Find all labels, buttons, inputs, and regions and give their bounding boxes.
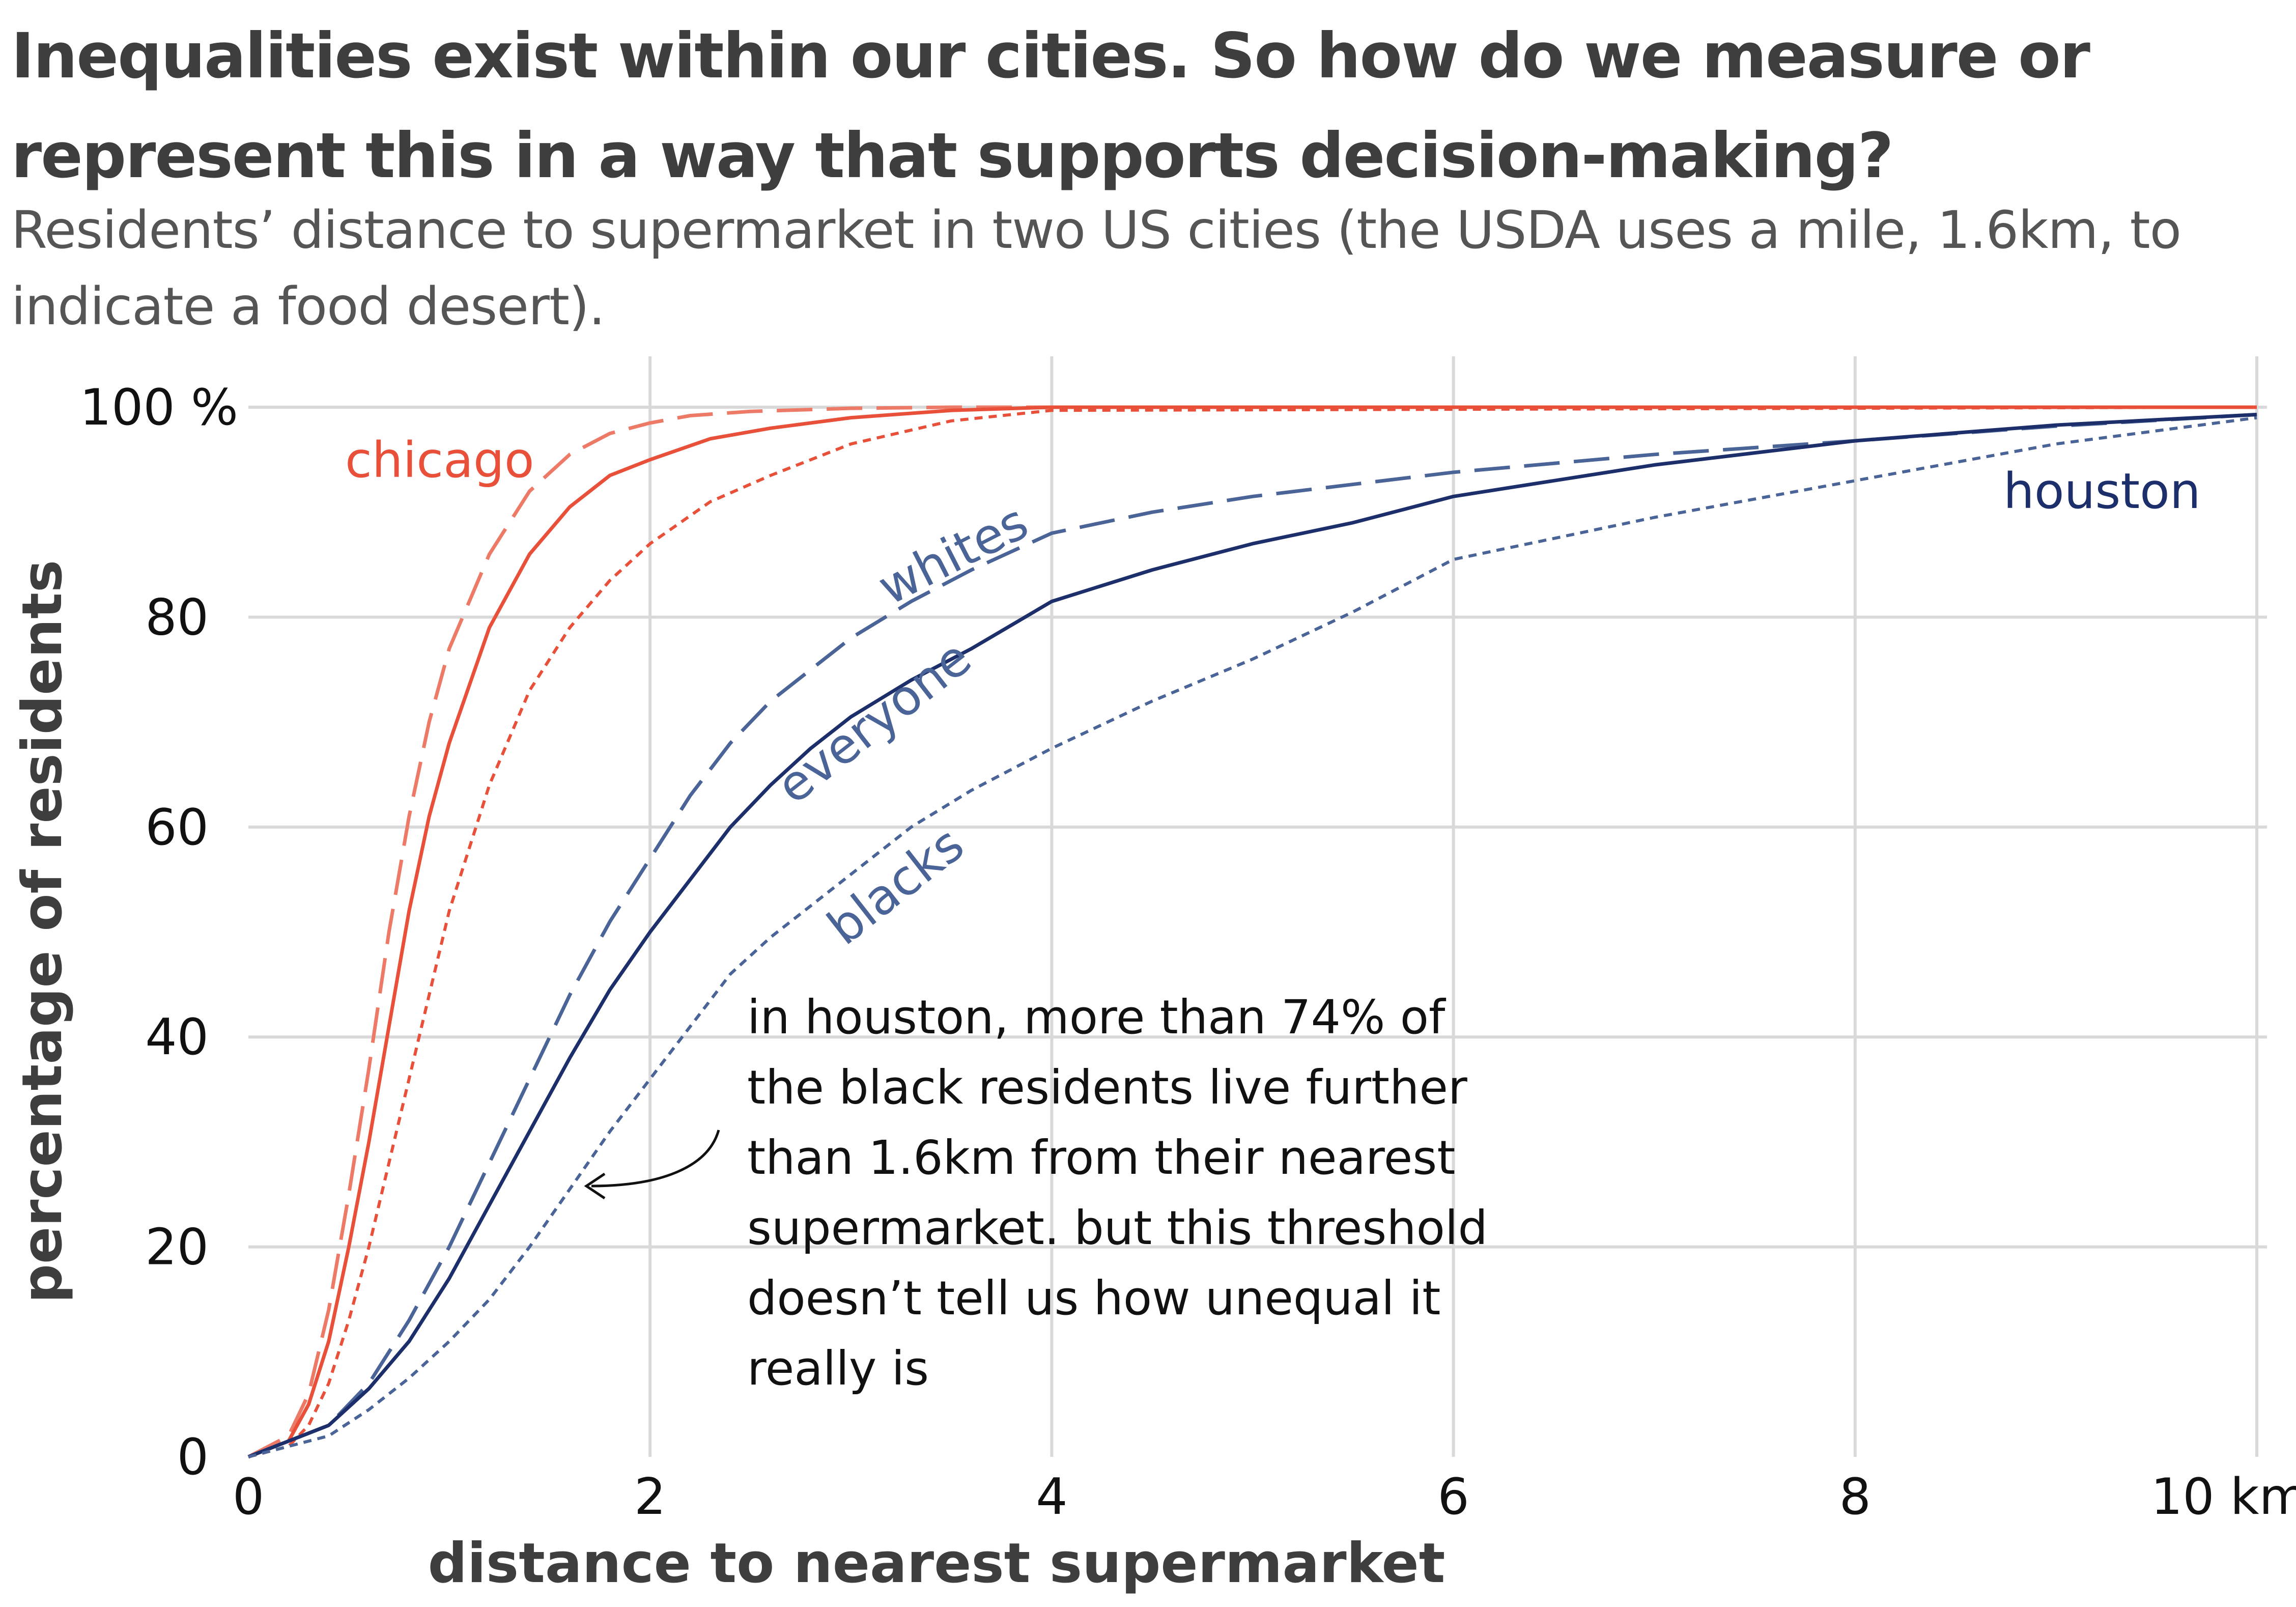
chicago-everyone-line [247, 405, 2257, 1459]
y-tick-label: 20 [145, 1219, 209, 1277]
everyone-label: everyone [766, 629, 981, 815]
chart-title: Inequalities exist within our cities. So… [11, 20, 2090, 192]
annotation-line: than 1.6km from their nearest [747, 1131, 1455, 1185]
chart-subtitle: Residents’ distance to supermarket in tw… [11, 200, 2181, 337]
y-tick-label: 0 [177, 1428, 209, 1486]
x-tick-label: 6 [1437, 1468, 1469, 1526]
x-axis-title: distance to nearest supermarket [428, 1532, 1445, 1595]
houston-whites-line [247, 412, 2257, 1459]
chicago-blacks-line [248, 406, 2257, 1458]
blacks-label: blacks [817, 815, 974, 956]
annotation-line: doesn’t tell us how unequal it [747, 1271, 1440, 1326]
series-lines [247, 405, 2257, 1459]
annotation: in houston, more than 74% of the black r… [584, 990, 1488, 1396]
whites-label: whites [869, 493, 1037, 616]
x-tick-label: 2 [634, 1468, 666, 1526]
houston-everyone-line [247, 412, 2257, 1459]
x-tick-label: 8 [1839, 1468, 1871, 1526]
y-axis-title: percentage of residents [11, 560, 74, 1304]
x-tick-label: 4 [1036, 1468, 1067, 1526]
annotation-line: really is [747, 1341, 929, 1396]
annotation-line: in houston, more than 74% of [747, 990, 1447, 1045]
annotation-line: supermarket. but this threshold [747, 1201, 1488, 1255]
y-tick-label: 40 [145, 1008, 209, 1066]
houston-label: houston [2003, 463, 2201, 520]
y-tick-label: 100 % [80, 379, 238, 437]
chicago-label: chicago [345, 432, 534, 489]
axis-ticks: 0 2 4 6 8 10 km 0 20 40 60 80 100 % [80, 379, 2296, 1526]
annotation-line: the black residents live further [747, 1060, 1467, 1115]
x-tick-label: 0 [233, 1468, 264, 1526]
houston-blacks-line [248, 416, 2257, 1458]
chicago-whites-line [247, 405, 2257, 1459]
annotation-arrow [591, 1130, 720, 1188]
y-tick-label: 60 [145, 799, 209, 857]
x-tick-label: 10 km [2151, 1468, 2296, 1526]
annotation-arrowhead [584, 1172, 606, 1200]
y-tick-label: 80 [145, 588, 209, 646]
